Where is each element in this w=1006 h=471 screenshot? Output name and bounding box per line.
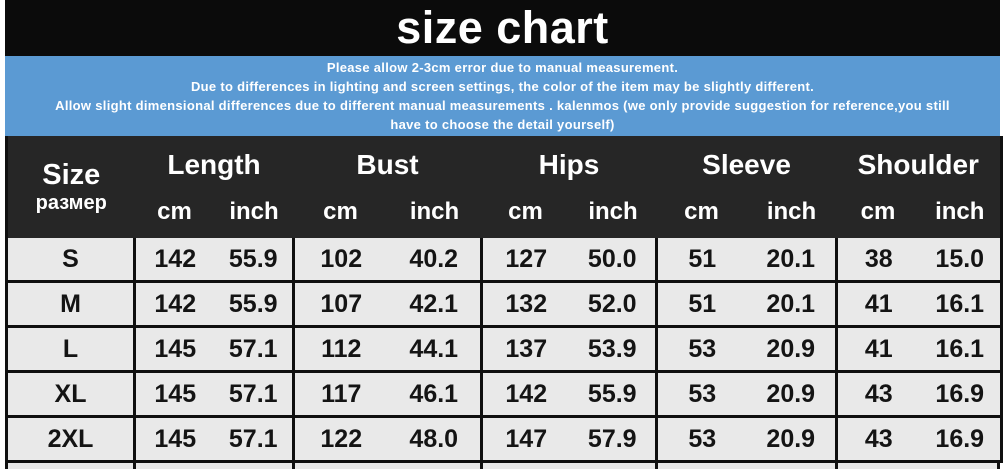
value-cell: 55.9 xyxy=(214,238,294,282)
size-row-l: L 145 57.1 112 44.1 137 53.9 53 20.9 41 … xyxy=(6,325,1002,372)
table-header: Size размер Length Bust Hips Sleeve Shou… xyxy=(6,136,1002,238)
value-cell: 132 xyxy=(480,280,570,327)
value-cell: 20.9 xyxy=(746,415,837,463)
page-title: size chart xyxy=(396,2,609,53)
column-header-size: Size размер xyxy=(6,136,135,238)
value-cell: 147 xyxy=(480,415,570,463)
unit-label-inch: inch xyxy=(387,194,482,238)
size-table: Size размер Length Bust Hips Sleeve Shou… xyxy=(5,136,1004,463)
value-cell: 145 xyxy=(133,415,215,463)
value-cell: 53 xyxy=(655,415,747,463)
disclaimer-line-1: Please allow 2-3cm error due to manual m… xyxy=(326,60,679,75)
value-cell: 20.1 xyxy=(746,280,837,327)
value-cell: 16.1 xyxy=(919,280,1002,327)
size-cell: M xyxy=(6,280,135,327)
value-cell: 48.0 xyxy=(387,415,482,463)
unit-label-inch: inch xyxy=(919,194,1002,238)
value-cell: 142 xyxy=(480,370,570,417)
value-cell: 57.1 xyxy=(214,370,294,417)
value-cell: 142 xyxy=(133,238,215,282)
value-cell: 42.1 xyxy=(387,280,482,327)
value-cell: 142 xyxy=(133,280,215,327)
value-cell: 55.9 xyxy=(569,370,657,417)
value-cell: 112 xyxy=(292,325,388,372)
value-cell: 57.1 xyxy=(214,415,294,463)
table-body: S 142 55.9 102 40.2 127 50.0 51 20.1 38 … xyxy=(6,238,1002,463)
value-cell: 117 xyxy=(292,370,388,417)
value-cell: 41 xyxy=(835,280,920,327)
value-cell: 53.9 xyxy=(569,325,657,372)
value-cell: 53 xyxy=(655,325,747,372)
disclaimer-banner: Please allow 2-3cm error due to manual m… xyxy=(5,56,1000,136)
value-cell: 57.1 xyxy=(214,325,294,372)
disclaimer-line-3: Allow slight dimensional differences due… xyxy=(55,98,950,113)
value-cell: 44.1 xyxy=(387,325,482,372)
column-header-sleeve: Sleeve xyxy=(656,136,837,194)
value-cell: 52.0 xyxy=(569,280,657,327)
value-cell: 107 xyxy=(292,280,388,327)
unit-label-cm: cm xyxy=(293,194,388,238)
value-cell: 20.9 xyxy=(746,370,837,417)
content-area: size chart Please allow 2-3cm error due … xyxy=(5,0,1004,469)
partial-next-row xyxy=(5,463,1000,469)
size-row-2xl: 2XL 145 57.1 122 48.0 147 57.9 53 20.9 4… xyxy=(6,415,1002,463)
value-cell: 16.9 xyxy=(919,415,1002,463)
size-row-xl: XL 145 57.1 117 46.1 142 55.9 53 20.9 43… xyxy=(6,370,1002,417)
value-cell: 127 xyxy=(480,238,570,282)
value-cell: 55.9 xyxy=(214,280,294,327)
value-cell: 43 xyxy=(835,370,920,417)
value-cell: 51 xyxy=(655,238,747,282)
size-cell: 2XL xyxy=(6,415,135,463)
value-cell: 16.9 xyxy=(919,370,1002,417)
value-cell: 20.9 xyxy=(746,325,837,372)
header-groups-row: Size размер Length Bust Hips Sleeve Shou… xyxy=(6,136,1002,238)
size-header-label: Size xyxy=(42,159,101,191)
value-cell: 145 xyxy=(133,325,215,372)
value-cell: 57.9 xyxy=(569,415,657,463)
grid-divider xyxy=(655,463,658,469)
value-cell: 102 xyxy=(292,238,388,282)
size-row-m: M 142 55.9 107 42.1 132 52.0 51 20.1 41 … xyxy=(6,280,1002,327)
value-cell: 15.0 xyxy=(919,238,1002,282)
value-cell: 46.1 xyxy=(387,370,482,417)
disclaimer-line-2: Due to differences in lighting and scree… xyxy=(190,79,815,94)
size-cell: S xyxy=(6,238,135,282)
grid-divider xyxy=(133,463,136,469)
unit-label-inch: inch xyxy=(746,194,837,238)
unit-label-cm: cm xyxy=(656,194,747,238)
value-cell: 51 xyxy=(655,280,747,327)
value-cell: 50.0 xyxy=(569,238,657,282)
value-cell: 38 xyxy=(835,238,920,282)
size-header-label-ru: размер xyxy=(35,192,107,214)
size-cell: L xyxy=(6,325,135,372)
title-band: size chart xyxy=(5,0,1000,56)
header-units-row: cm inch cm inch cm inch cm inch cm inch xyxy=(7,194,1002,238)
column-header-hips: Hips xyxy=(481,136,657,194)
column-header-shoulder: Shoulder xyxy=(836,136,1002,194)
unit-label-cm: cm xyxy=(134,194,215,238)
size-cell: XL xyxy=(6,370,135,417)
grid-divider xyxy=(835,463,838,469)
value-cell: 43 xyxy=(835,415,920,463)
disclaimer-line-4: have to choose the detail yourself) xyxy=(390,117,615,132)
value-cell: 53 xyxy=(655,370,747,417)
value-cell: 16.1 xyxy=(919,325,1002,372)
unit-label-cm: cm xyxy=(481,194,570,238)
value-cell: 40.2 xyxy=(387,238,482,282)
value-cell: 41 xyxy=(835,325,920,372)
value-cell: 20.1 xyxy=(746,238,837,282)
unit-label-inch: inch xyxy=(569,194,657,238)
value-cell: 137 xyxy=(480,325,570,372)
value-cell: 122 xyxy=(292,415,388,463)
grid-divider xyxy=(292,463,295,469)
grid-divider xyxy=(480,463,483,469)
value-cell: 145 xyxy=(133,370,215,417)
size-row-s: S 142 55.9 102 40.2 127 50.0 51 20.1 38 … xyxy=(6,238,1002,282)
column-header-bust: Bust xyxy=(293,136,482,194)
unit-label-inch: inch xyxy=(214,194,294,238)
column-header-length: Length xyxy=(134,136,294,194)
unit-label-cm: cm xyxy=(836,194,920,238)
